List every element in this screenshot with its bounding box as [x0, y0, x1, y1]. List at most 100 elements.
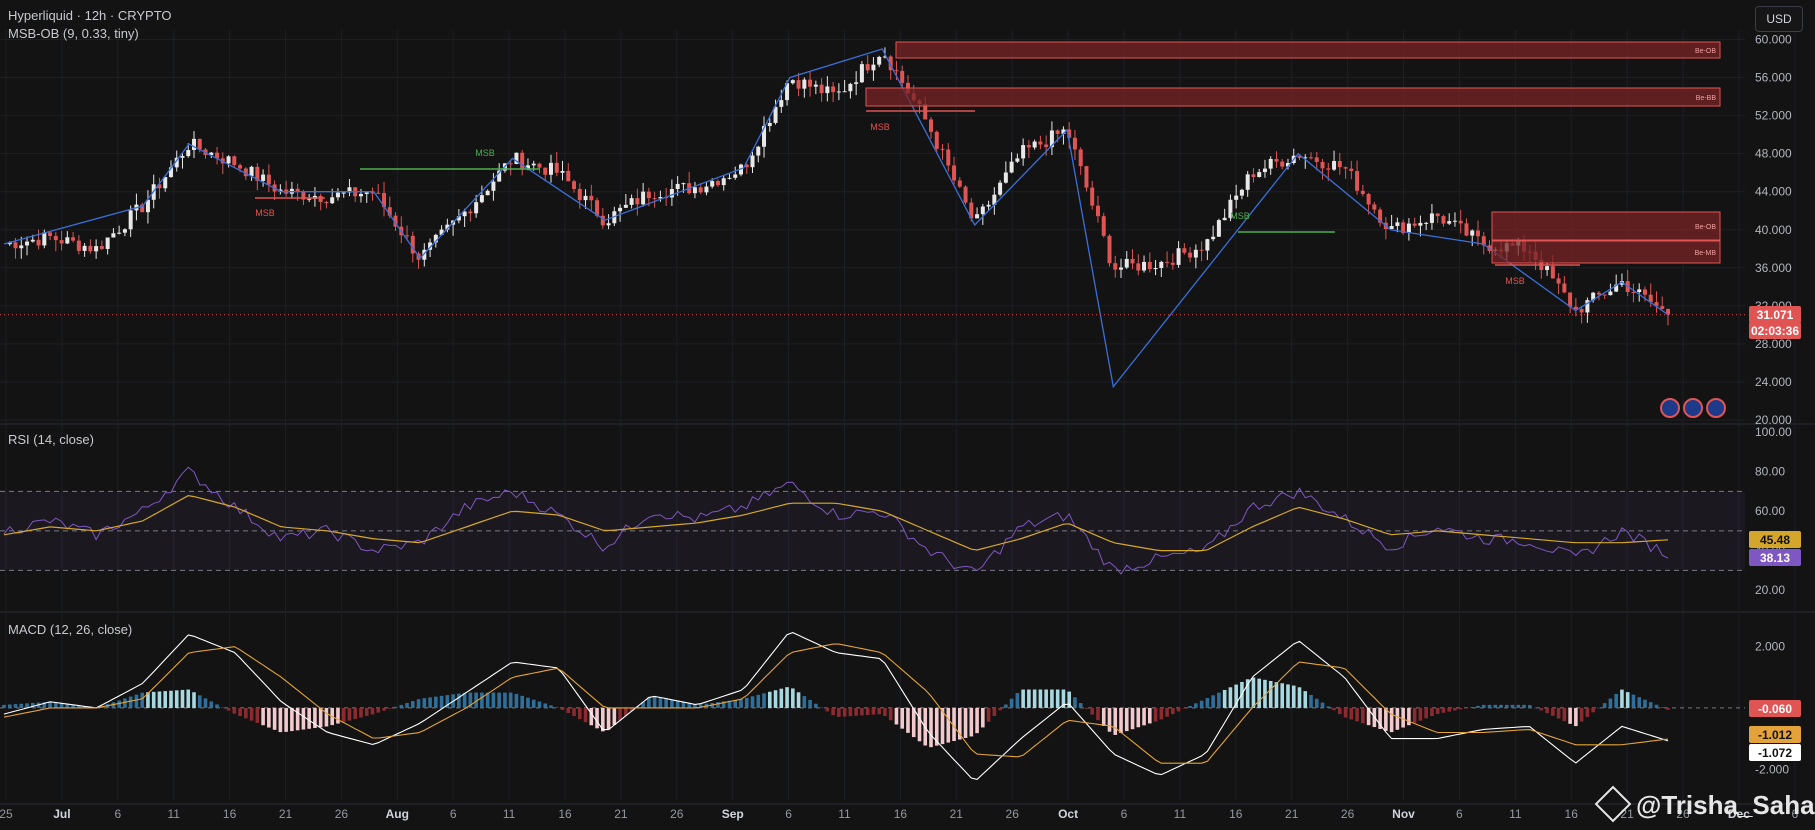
candle-body [554, 162, 559, 173]
candle-body [1642, 289, 1647, 295]
macd-hist-bar [416, 699, 421, 708]
macd-hist-bar [986, 707, 991, 722]
candle-body [94, 246, 99, 252]
macd-title[interactable]: MACD (12, 26, close) [8, 622, 133, 637]
candle-body [1614, 284, 1619, 292]
candle-body [295, 188, 300, 192]
candle-body [618, 207, 623, 212]
macd-hist-bar [1384, 707, 1388, 731]
x-tick-label: 11 [167, 807, 180, 821]
macd-hist-bar [387, 707, 392, 709]
macd-hist-bar [353, 707, 358, 719]
candle-body [767, 122, 772, 127]
candle-body [197, 138, 202, 150]
candle-body [59, 240, 64, 244]
macd-hist-bar [1361, 707, 1365, 724]
candle-body [744, 164, 749, 168]
macd-hist-bar [871, 707, 876, 715]
indicator-title-msb-ob[interactable]: MSB-OB (9, 0.33, tiny) [8, 26, 139, 41]
candle-body [358, 193, 363, 197]
macd-hist-bar [54, 702, 58, 708]
macd-hist-bar [911, 707, 916, 738]
macd-hist-bar [566, 707, 571, 714]
macd-hist-bar [1620, 689, 1624, 708]
macd-hist-bar [1101, 707, 1106, 726]
macd-hist-bar [1096, 707, 1100, 721]
macd-hist-bar [1055, 689, 1060, 708]
candle-body [646, 191, 651, 199]
candle-body [600, 215, 605, 226]
candle-body [923, 104, 928, 120]
macd-hist-bar [1078, 703, 1083, 708]
currency-button[interactable]: USD [1755, 6, 1803, 32]
watermark-text: @Trisha_Saha [1636, 790, 1815, 820]
x-tick-label: 16 [223, 807, 237, 821]
candle-body [249, 166, 254, 177]
candle-body [1360, 190, 1365, 194]
macd-hist-bar [675, 700, 680, 708]
x-tick-label: 25 [0, 807, 13, 821]
macd-hist-bar [1050, 689, 1054, 708]
price-y-tick-label: 60.000 [1755, 33, 1792, 47]
macd-hist-bar [197, 695, 202, 708]
macd-hist-bar [290, 707, 294, 732]
order-block-label: Be-MB [1695, 250, 1717, 257]
candle-body [1257, 172, 1262, 177]
x-tick-label: 16 [894, 807, 908, 821]
macd-hist-bar [888, 707, 893, 721]
macd-line-tag: -1.072 [1749, 744, 1801, 761]
candle-body [1372, 204, 1377, 210]
macd-hist-bar [347, 707, 352, 721]
macd-hist-bar [1038, 689, 1043, 708]
macd-hist-bar [1338, 707, 1342, 715]
macd-histogram [2, 677, 1670, 748]
candle-body [341, 192, 346, 194]
macd-hist-bar [503, 692, 507, 708]
macd-hist-bar [474, 692, 478, 708]
macd-hist-bar [1493, 704, 1498, 708]
macd-hist-bar [560, 707, 565, 710]
macd-hist-bar [1044, 689, 1048, 708]
macd-y-tick-label: 2.000 [1755, 640, 1785, 654]
macd-hist-bar [808, 699, 812, 708]
candle-body [243, 168, 248, 177]
macd-hist-bar [934, 707, 939, 746]
candle-body [255, 166, 260, 181]
rsi-title[interactable]: RSI (14, close) [8, 432, 94, 447]
x-tick-label: 16 [558, 807, 572, 821]
macd-hist-bar [796, 692, 801, 708]
macd-hist-bar [1159, 707, 1164, 720]
macd-hist-bar [1199, 700, 1204, 708]
candle-body [842, 91, 847, 93]
candle-body [520, 152, 525, 169]
x-tick-label: 16 [1229, 807, 1243, 821]
x-tick-label: 11 [503, 807, 516, 821]
candle-body [859, 64, 864, 83]
macd-hist-bar [1280, 683, 1285, 708]
macd-hist-bar [1245, 679, 1250, 708]
order-block-zone [895, 41, 1721, 59]
macd-hist-bar [756, 694, 761, 708]
candle-body [877, 56, 882, 65]
candle-body [1090, 187, 1095, 206]
candle-body [514, 152, 519, 164]
macd-hist-bar [117, 700, 121, 708]
candle-body [727, 177, 732, 179]
x-tick-label: 26 [1676, 807, 1690, 821]
macd-hist-bar [1579, 707, 1584, 722]
order-block-label: Be-BB [1696, 95, 1717, 102]
macd-hist-bar [1194, 703, 1198, 708]
candle-body [1222, 217, 1227, 221]
macd-hist-bar [1614, 693, 1618, 708]
macd-hist-bar [192, 692, 196, 708]
candle-body [802, 79, 807, 89]
candle-body [1228, 199, 1233, 218]
x-tick-label: 6 [114, 807, 121, 821]
macd-hist-bar [48, 701, 52, 708]
candle-body [1418, 222, 1423, 226]
candle-body [238, 165, 243, 169]
symbol-title[interactable]: Hyperliquid · 12h · CRYPTO [8, 8, 172, 23]
macd-y-tick-label: -2.000 [1755, 762, 1789, 776]
macd-hist-bar [1251, 677, 1256, 708]
